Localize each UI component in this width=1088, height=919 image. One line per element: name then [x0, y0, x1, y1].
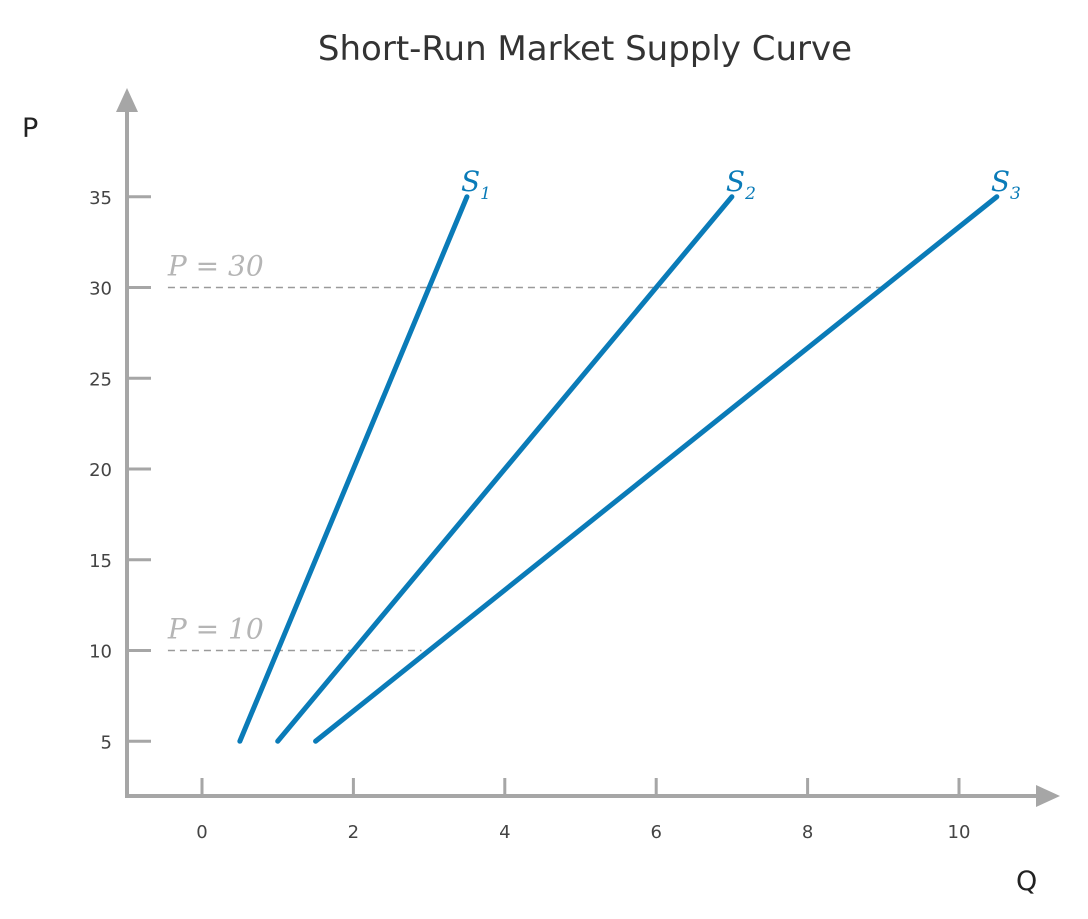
y-tick-label: 30 [89, 279, 112, 300]
y-tick-label: 35 [89, 188, 112, 209]
supply-line-s1 [237, 194, 470, 744]
y-tick-label: 20 [89, 460, 112, 481]
series-label-letter: S [726, 165, 745, 198]
x-tick-label: 6 [650, 822, 661, 843]
x-tick-label: 8 [802, 822, 813, 843]
x-tick-label: 0 [196, 822, 207, 843]
series-label-subscript: 1 [480, 184, 491, 204]
supply-line-s2 [275, 194, 735, 744]
series-label: S3 [991, 165, 1021, 204]
y-axis-arrow-icon [116, 88, 138, 112]
supply-lines: S1 S2 S3 [237, 165, 1021, 744]
y-tick-label: 5 [101, 732, 112, 753]
series-label: S2 [726, 165, 756, 204]
reference-lines: P = 30 P = 10 [167, 250, 884, 652]
y-tick-label: 25 [89, 369, 112, 390]
reference-line-label: P = 30 [167, 250, 264, 283]
series-label-subscript: 3 [1010, 184, 1021, 204]
reference-line-label: P = 10 [167, 613, 264, 646]
chart-title: Short-Run Market Supply Curve [318, 29, 852, 69]
series-label-subscript: 2 [744, 184, 756, 204]
series-label-letter: S [991, 165, 1010, 198]
x-axis-arrow-icon [1036, 785, 1060, 807]
series-label-letter: S [461, 165, 480, 198]
x-tick-label: 10 [948, 822, 971, 843]
supply-line-s3 [313, 194, 1000, 744]
y-tick-label: 10 [89, 642, 112, 663]
y-tick-label: 15 [89, 551, 112, 572]
x-tick-label: 2 [348, 822, 359, 843]
axis-ticks: 0 2 4 6 8 10 5 10 15 20 25 30 35 [89, 188, 970, 843]
y-axis-label: P [22, 113, 38, 144]
x-axis-label: Q [1016, 866, 1037, 897]
series-label: S1 [461, 165, 491, 204]
x-tick-label: 4 [499, 822, 510, 843]
axes [116, 88, 1060, 807]
